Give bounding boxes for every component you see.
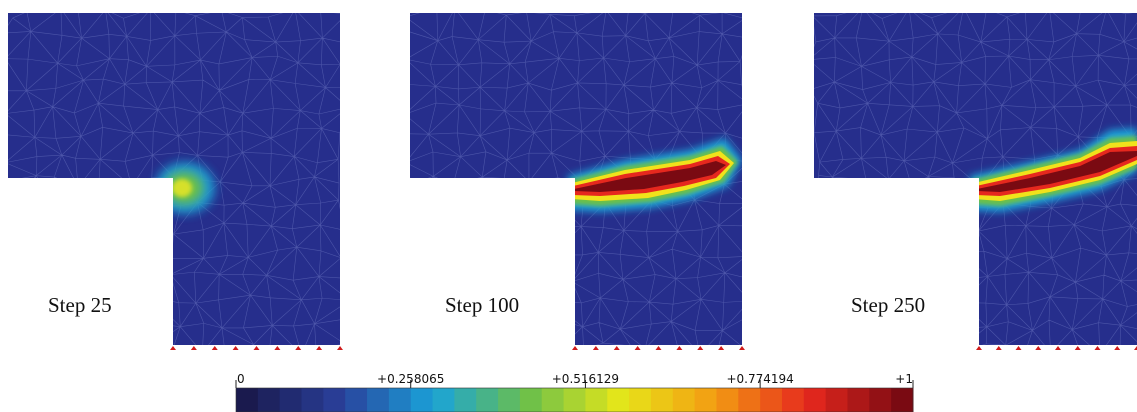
- boundary-marker: [976, 346, 982, 350]
- colorbar-segment: [323, 388, 346, 412]
- colorbar-segment: [454, 388, 477, 412]
- colorbar-segment: [650, 388, 674, 412]
- colorbar-segment: [738, 388, 761, 412]
- colorbar-tick-label: +0.774194: [726, 372, 793, 386]
- panel-label: Step 25: [48, 293, 112, 317]
- boundary-marker: [232, 346, 239, 350]
- boundary-marker: [1094, 346, 1101, 350]
- boundary-marker: [170, 346, 176, 350]
- colorbar-segment: [367, 388, 390, 412]
- colorbar-segment: [476, 388, 499, 412]
- colorbar-tick-label: +1: [895, 372, 913, 386]
- boundary-marker: [1114, 346, 1121, 350]
- colorbar-segment: [825, 388, 848, 412]
- colorbar-segment: [301, 388, 324, 412]
- boundary-marker: [1055, 346, 1061, 350]
- colorbar-segment: [716, 388, 739, 412]
- boundary-markers: [976, 346, 1137, 350]
- colorbar-segment: [869, 388, 892, 412]
- colorbar-segment: [432, 388, 455, 412]
- boundary-marker: [274, 346, 281, 350]
- colorbar-segment: [781, 388, 805, 412]
- damage-band: [970, 128, 1137, 212]
- colorbar-tick-label: +0.516129: [552, 372, 619, 386]
- boundary-marker: [211, 346, 218, 350]
- colorbar-segment: [847, 388, 870, 412]
- panel-step-100: Step 100: [410, 13, 745, 350]
- colorbar: 0 +0.258065 +0.516129 +0.774194 +1: [235, 372, 914, 412]
- colorbar-tick-label: 0: [237, 372, 245, 386]
- boundary-marker: [1134, 346, 1137, 350]
- boundary-marker: [697, 346, 704, 350]
- boundary-marker: [316, 346, 323, 350]
- colorbar-segment: [345, 388, 368, 412]
- colorbar-segment: [498, 388, 521, 412]
- colorbar-segment: [694, 388, 717, 412]
- boundary-marker: [676, 346, 683, 350]
- colorbar-segment: [236, 388, 259, 412]
- colorbar-segment: [585, 388, 608, 412]
- boundary-marker: [718, 346, 725, 350]
- boundary-markers: [170, 346, 343, 350]
- panel-label: Step 100: [445, 293, 519, 317]
- panel-label: Step 250: [851, 293, 925, 317]
- boundary-markers: [572, 346, 745, 350]
- boundary-marker: [1015, 346, 1022, 350]
- boundary-marker: [995, 346, 1002, 350]
- colorbar-segment: [279, 388, 303, 412]
- colorbar-segment: [672, 388, 696, 412]
- boundary-marker: [295, 346, 302, 350]
- colorbar-segment: [563, 388, 586, 412]
- boundary-marker: [739, 346, 745, 350]
- colorbar-segment: [629, 388, 652, 412]
- colorbar-segment: [541, 388, 565, 412]
- boundary-marker: [1035, 346, 1042, 350]
- damage-band: [568, 138, 742, 212]
- colorbar-segment: [410, 388, 434, 412]
- boundary-marker: [253, 346, 260, 350]
- colorbar-segment: [519, 388, 543, 412]
- boundary-marker: [572, 346, 578, 350]
- colorbar-gradient: [236, 388, 914, 412]
- colorbar-tick-label: +0.258065: [377, 372, 444, 386]
- colorbar-segment: [388, 388, 412, 412]
- colorbar-segment: [607, 388, 630, 412]
- colorbar-segment: [803, 388, 827, 412]
- colorbar-segment: [891, 388, 914, 412]
- boundary-marker: [592, 346, 599, 350]
- panel-step-25: Step 25: [8, 13, 343, 350]
- colorbar-segment: [760, 388, 783, 412]
- boundary-marker: [613, 346, 620, 350]
- boundary-marker: [337, 346, 343, 350]
- boundary-marker: [190, 346, 197, 350]
- colorbar-frame: [235, 387, 914, 412]
- panel-step-250: Step 250: [814, 13, 1137, 350]
- boundary-marker: [1074, 346, 1081, 350]
- boundary-marker: [634, 346, 641, 350]
- boundary-marker: [655, 346, 662, 350]
- colorbar-segment: [257, 388, 281, 412]
- damage-zone: [155, 162, 215, 214]
